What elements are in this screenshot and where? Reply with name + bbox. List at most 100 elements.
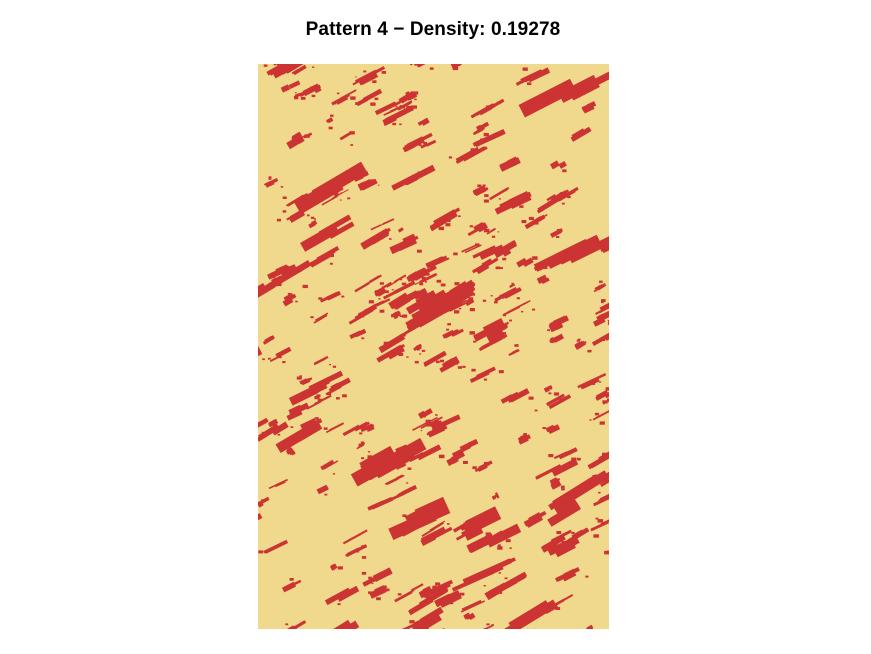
pattern-streak bbox=[352, 68, 382, 86]
pattern-speck bbox=[454, 282, 460, 286]
pattern-speck bbox=[285, 623, 289, 626]
pattern-streak-part bbox=[599, 489, 609, 502]
pattern-streak bbox=[395, 462, 407, 470]
pattern-streak bbox=[291, 64, 307, 76]
pattern-streak-part bbox=[446, 455, 459, 466]
pattern-speck bbox=[400, 279, 403, 281]
pattern-speck bbox=[495, 266, 500, 270]
pattern-streak bbox=[308, 220, 318, 229]
pattern-speck bbox=[595, 517, 599, 520]
pattern-speck bbox=[472, 466, 477, 470]
pattern-streak-part bbox=[299, 386, 321, 401]
pattern-speck bbox=[271, 275, 276, 279]
pattern-streak bbox=[535, 458, 579, 480]
pattern-streak bbox=[421, 520, 446, 537]
pattern-streak-part bbox=[269, 354, 282, 363]
pattern-streak-part bbox=[558, 160, 567, 169]
pattern-speck bbox=[414, 360, 419, 364]
pattern-streak-part bbox=[423, 352, 447, 367]
pattern-speck bbox=[486, 623, 490, 626]
pattern-streak-part bbox=[500, 287, 518, 300]
pattern-streak-part bbox=[535, 464, 562, 480]
pattern-streak-part bbox=[475, 537, 494, 550]
pattern-streak-part bbox=[391, 172, 421, 191]
pattern-speck bbox=[365, 173, 369, 176]
pattern-speck bbox=[602, 452, 607, 456]
pattern-streak-part bbox=[513, 349, 519, 354]
pattern-streak bbox=[356, 88, 383, 107]
pattern-speck bbox=[399, 315, 403, 318]
pattern-streak bbox=[342, 421, 370, 437]
pattern-streak-part bbox=[336, 585, 360, 602]
pattern-speck bbox=[392, 350, 396, 353]
pattern-speck bbox=[440, 283, 446, 287]
pattern-speck bbox=[482, 184, 486, 187]
pattern-streak-part bbox=[339, 131, 352, 140]
pattern-streak-part bbox=[325, 118, 331, 123]
pattern-speck bbox=[282, 196, 287, 199]
pattern-streak-part bbox=[509, 283, 514, 287]
pattern-speck bbox=[376, 597, 381, 601]
pattern-streak-part bbox=[450, 64, 462, 69]
pattern-streak-part bbox=[602, 392, 609, 405]
pattern-streak-part bbox=[423, 273, 438, 282]
pattern-streak-part bbox=[599, 322, 609, 341]
pattern-speck bbox=[555, 607, 561, 610]
pattern-streak bbox=[516, 257, 534, 268]
pattern-streak-part bbox=[576, 527, 589, 536]
pattern-streak-part bbox=[558, 447, 578, 460]
pattern-streak-part bbox=[417, 121, 423, 126]
pattern-streak-part bbox=[535, 68, 548, 79]
pattern-speck bbox=[406, 356, 409, 358]
pattern-streak-part bbox=[508, 600, 550, 629]
pattern-speck bbox=[600, 318, 603, 320]
pattern-streak bbox=[402, 132, 433, 153]
pattern-streak bbox=[554, 536, 580, 558]
pattern-speck bbox=[457, 366, 462, 369]
pattern-streak bbox=[497, 571, 528, 593]
pattern-streak-part bbox=[320, 459, 335, 471]
pattern-streak-part bbox=[448, 590, 461, 600]
pattern-streak-part bbox=[598, 313, 606, 321]
pattern-speck bbox=[263, 64, 268, 67]
pattern-streak-part bbox=[474, 128, 506, 148]
pattern-speck bbox=[556, 531, 562, 534]
pattern-streak-part bbox=[283, 292, 294, 301]
pattern-streak-part bbox=[475, 222, 487, 232]
pattern-streak bbox=[306, 394, 332, 410]
pattern-streak-part bbox=[461, 599, 482, 611]
pattern-streak bbox=[577, 372, 607, 390]
pattern-streak-part bbox=[536, 274, 548, 284]
pattern-streak-part bbox=[365, 274, 382, 286]
pattern-streak-part bbox=[449, 302, 467, 312]
pattern-speck bbox=[434, 593, 439, 596]
pattern-speck bbox=[607, 322, 609, 325]
pattern-speck bbox=[491, 624, 494, 626]
pattern-speck bbox=[269, 424, 272, 426]
pattern-speck bbox=[544, 267, 548, 270]
pattern-streak-part bbox=[550, 594, 574, 609]
pattern-speck bbox=[337, 566, 343, 570]
pattern-streak-part bbox=[410, 583, 424, 592]
pattern-speck bbox=[294, 92, 297, 94]
pattern-streak-part bbox=[314, 312, 329, 322]
pattern-speck bbox=[375, 290, 379, 292]
pattern-streak bbox=[286, 205, 311, 223]
pattern-speck bbox=[419, 457, 422, 459]
pattern-image bbox=[258, 64, 609, 629]
pattern-speck bbox=[498, 198, 501, 200]
pattern-speck bbox=[417, 249, 422, 253]
pattern-streak bbox=[300, 214, 352, 252]
pattern-streak-part bbox=[313, 314, 328, 324]
pattern-speck bbox=[463, 460, 468, 464]
pattern-speck bbox=[288, 450, 294, 453]
pattern-streak bbox=[461, 244, 482, 254]
pattern-speck bbox=[361, 337, 365, 340]
pattern-streak-part bbox=[421, 141, 434, 148]
pattern-streak bbox=[549, 160, 567, 170]
pattern-streak bbox=[590, 516, 609, 532]
pattern-streak-part bbox=[416, 444, 442, 461]
pattern-speck bbox=[607, 398, 609, 402]
pattern-speck bbox=[422, 453, 426, 456]
pattern-speck bbox=[300, 96, 306, 100]
